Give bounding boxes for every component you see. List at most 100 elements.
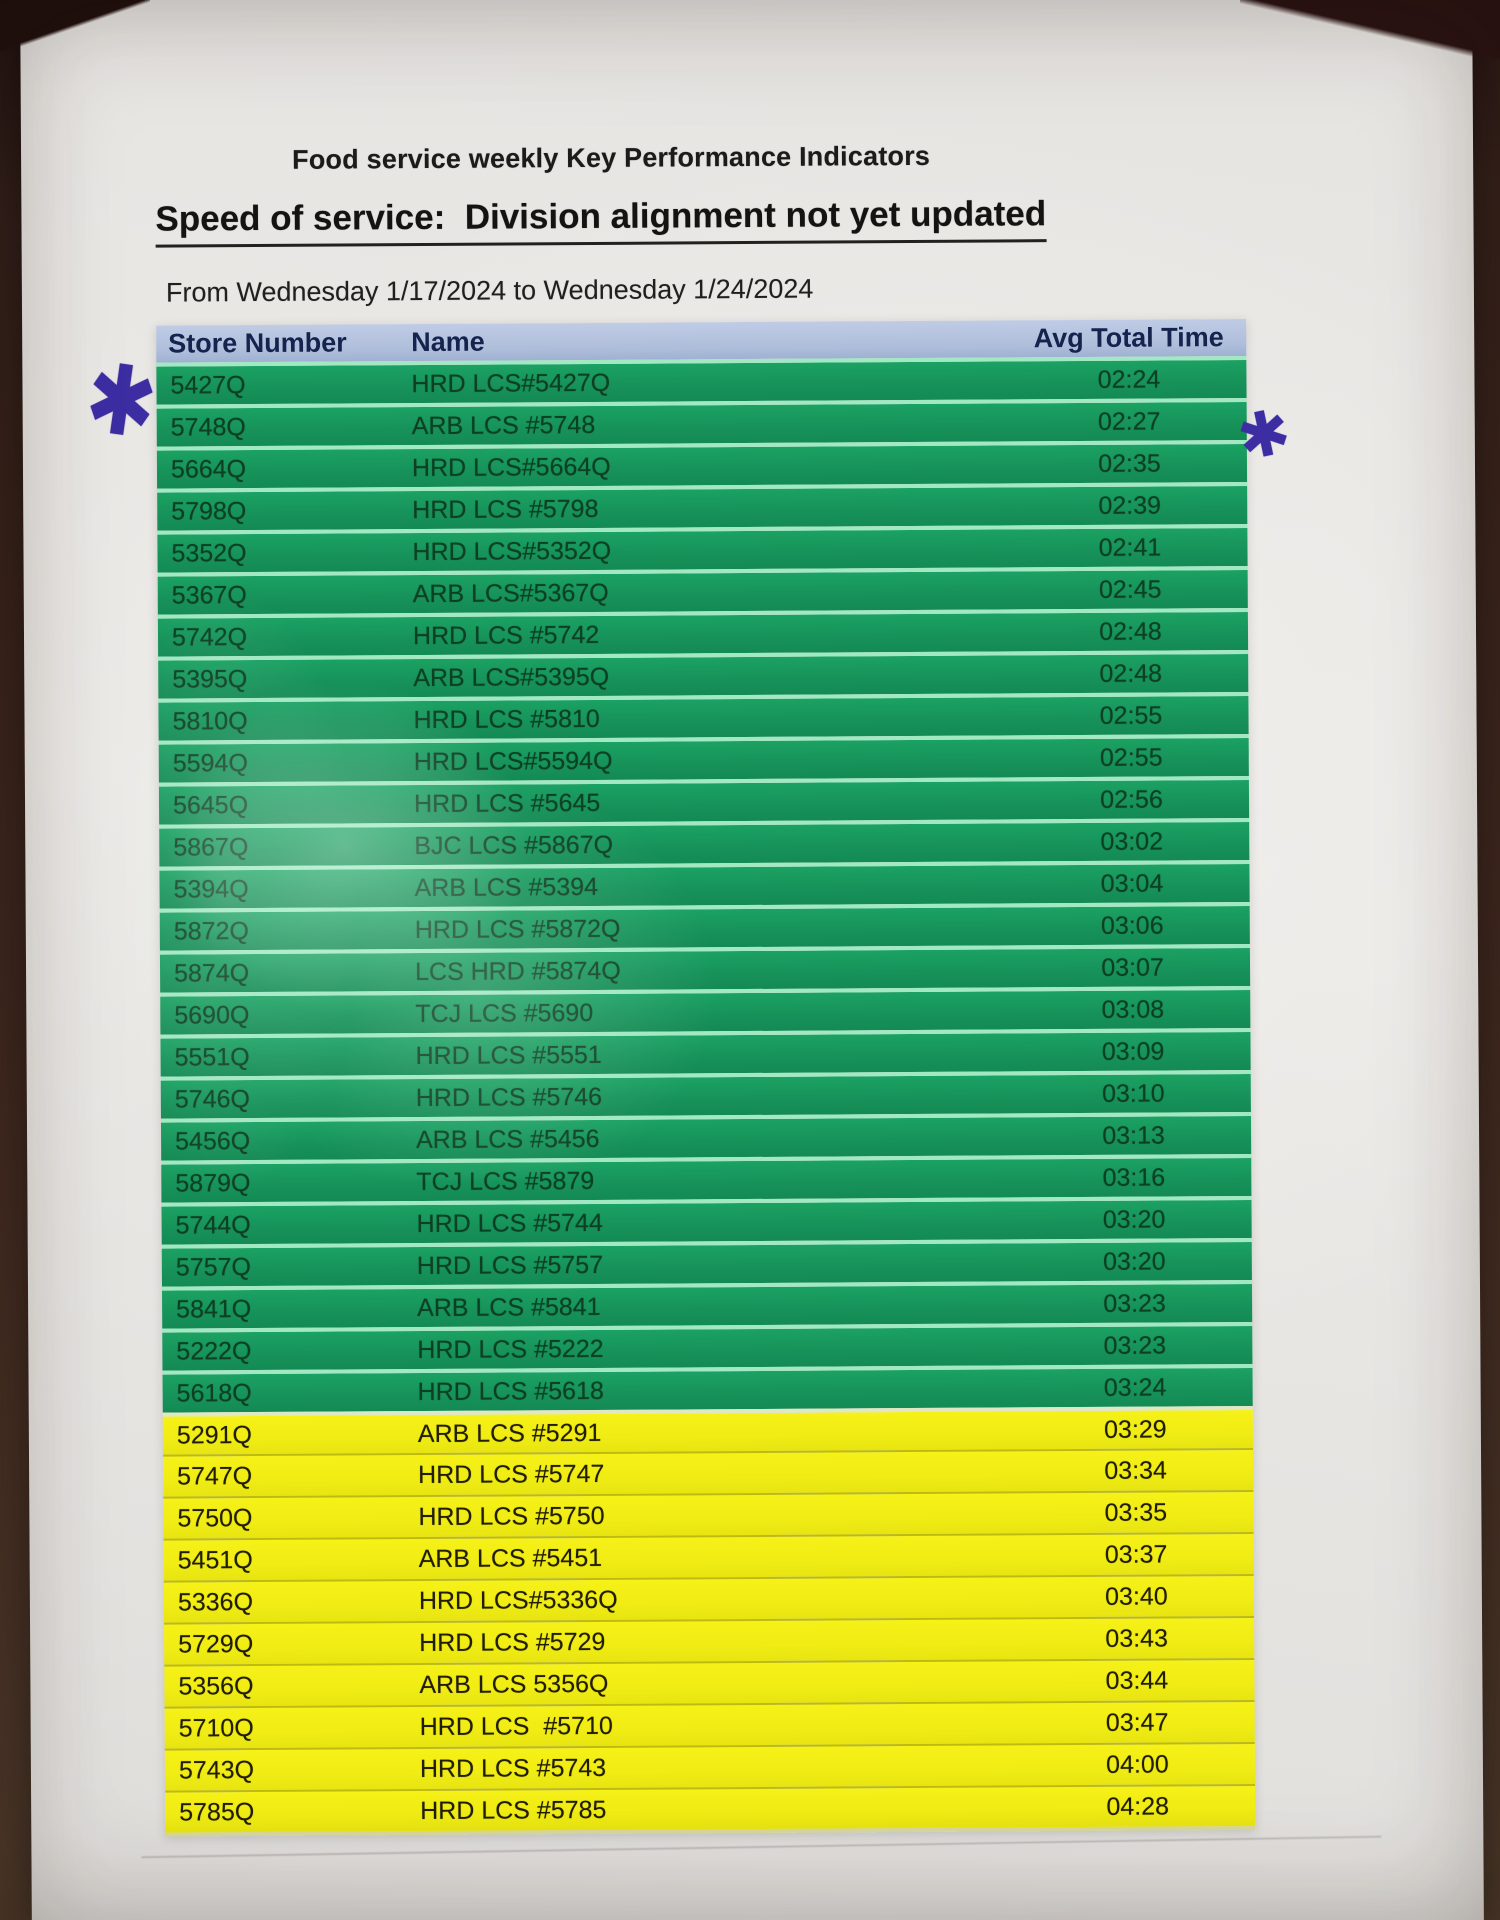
time-cell: 03:08 — [1101, 994, 1165, 1024]
store-number-cell: 5618Q — [176, 1378, 252, 1408]
table-row: 5874Q LCS HRD #5874Q 03:07 — [159, 943, 1251, 993]
time-cell: 03:09 — [1101, 1036, 1165, 1066]
store-number-cell: 5872Q — [173, 916, 249, 946]
store-number-cell: 5750Q — [177, 1503, 253, 1533]
section-heading: Speed of service: Division alignment not… — [155, 194, 1047, 248]
name-cell: LCS HRD #5874Q — [414, 956, 621, 986]
table-row: 5664Q HRD LCS#5664Q 02:35 — [156, 439, 1248, 489]
time-cell: 04:00 — [1106, 1749, 1169, 1779]
store-number-cell: 5456Q — [175, 1126, 251, 1156]
time-cell: 03:10 — [1101, 1078, 1165, 1108]
store-number-cell: 5743Q — [178, 1755, 255, 1785]
table-body: 5427Q HRD LCS#5427Q 02:24 5748Q ARB LCS … — [156, 355, 1256, 1833]
store-number-cell: 5748Q — [170, 412, 246, 442]
table-row: 5645Q HRD LCS #5645 02:56 — [158, 775, 1250, 825]
table-row: 5746Q HRD LCS #5746 03:10 — [160, 1069, 1251, 1119]
table-row: 5222Q HRD LCS #5222 03:23 — [162, 1321, 1253, 1371]
store-number-cell: 5841Q — [176, 1294, 252, 1324]
time-cell: 04:28 — [1106, 1791, 1170, 1821]
table-row: 5690Q TCJ LCS #5690 03:08 — [160, 985, 1251, 1035]
store-number-cell: 5710Q — [178, 1713, 254, 1743]
underlying-sheet-edge — [141, 1835, 1382, 1859]
table-row: 5352Q HRD LCS#5352Q 02:41 — [157, 523, 1248, 573]
name-cell: HRD LCS #5798 — [412, 494, 599, 524]
time-cell: 02:48 — [1099, 616, 1162, 646]
table-row: 5394Q ARB LCS #5394 03:04 — [159, 859, 1250, 909]
name-cell: ARB LCS #5394 — [414, 872, 599, 902]
name-cell: ARB LCS #5456 — [415, 1124, 600, 1154]
store-number-cell: 5757Q — [175, 1252, 252, 1282]
store-number-cell: 5427Q — [170, 370, 246, 400]
column-header-name: Name — [411, 326, 485, 358]
table-row: 5729Q HRD LCS #5729 03:43 — [164, 1615, 1255, 1665]
time-cell: 03:04 — [1100, 868, 1164, 898]
name-cell: HRD LCS #5222 — [417, 1334, 604, 1364]
name-cell: TCJ LCS #5690 — [415, 998, 594, 1028]
time-cell: 03:29 — [1104, 1414, 1167, 1444]
time-cell: 03:20 — [1102, 1204, 1166, 1234]
time-cell: 02:55 — [1099, 700, 1163, 730]
name-cell: ARB LCS #5291 — [417, 1418, 602, 1448]
store-number-cell: 5367Q — [171, 580, 247, 610]
name-cell: HRD LCS#5352Q — [412, 536, 612, 566]
table-row: 5750Q HRD LCS #5750 03:35 — [163, 1489, 1254, 1539]
name-cell: ARB LCS 5356Q — [419, 1669, 609, 1699]
time-cell: 03:47 — [1105, 1707, 1169, 1737]
table-row: 5867Q BJC LCS #5867Q 03:02 — [159, 817, 1250, 867]
table-row: 5291Q ARB LCS #5291 03:29 — [162, 1405, 1253, 1455]
time-cell: 03:02 — [1100, 826, 1164, 856]
column-header-store-number: Store Number — [168, 327, 347, 359]
table-row: 5798Q HRD LCS #5798 02:39 — [157, 481, 1248, 531]
table-row: 5618Q HRD LCS #5618 03:24 — [162, 1363, 1253, 1413]
report-title: Food service weekly Key Performance Indi… — [292, 140, 931, 175]
table-row: 5810Q HRD LCS #5810 02:55 — [158, 691, 1249, 741]
time-cell: 03:20 — [1102, 1246, 1166, 1276]
store-number-cell: 5664Q — [170, 454, 247, 484]
table-row: 5743Q HRD LCS #5743 04:00 — [164, 1741, 1256, 1791]
time-cell: 02:41 — [1098, 532, 1162, 562]
name-cell: HRD LCS #5743 — [419, 1753, 607, 1783]
name-cell: ARB LCS#5395Q — [413, 662, 610, 692]
time-cell: 03:35 — [1104, 1497, 1168, 1527]
store-number-cell: 5798Q — [171, 496, 247, 526]
store-number-cell: 5742Q — [171, 622, 248, 652]
name-cell: HRD LCS #5810 — [413, 704, 600, 734]
store-number-cell: 5690Q — [174, 1000, 250, 1030]
table-row: 5594Q HRD LCS#5594Q 02:55 — [158, 733, 1249, 783]
table-row: 5451Q ARB LCS #5451 03:37 — [163, 1531, 1254, 1581]
name-cell: HRD LCS #5746 — [415, 1082, 603, 1112]
name-cell: HRD LCS#5664Q — [411, 452, 611, 482]
time-cell: 03:16 — [1102, 1162, 1166, 1192]
time-cell: 03:40 — [1105, 1581, 1168, 1611]
time-cell: 02:56 — [1100, 784, 1163, 814]
table-row: 5367Q ARB LCS#5367Q 02:45 — [157, 565, 1248, 615]
name-cell: ARB LCS #5451 — [418, 1543, 603, 1573]
name-cell: HRD LCS #5645 — [413, 788, 601, 818]
time-cell: 02:48 — [1099, 658, 1163, 688]
table-row: 5710Q HRD LCS #5710 03:47 — [164, 1699, 1255, 1749]
paper-sheet: Food service weekly Key Performance Indi… — [20, 0, 1484, 1920]
name-cell: HRD LCS#5336Q — [418, 1585, 618, 1615]
store-number-cell: 5551Q — [174, 1042, 250, 1072]
time-cell: 02:55 — [1099, 742, 1163, 772]
name-cell: HRD LCS #5729 — [419, 1627, 606, 1657]
store-number-cell: 5394Q — [173, 874, 249, 904]
time-cell: 03:23 — [1103, 1330, 1167, 1360]
name-cell: TCJ LCS #5879 — [416, 1166, 595, 1196]
store-number-cell: 5747Q — [177, 1461, 253, 1491]
store-number-cell: 5746Q — [174, 1084, 250, 1114]
store-number-cell: 5879Q — [175, 1168, 251, 1198]
table-row: 5356Q ARB LCS 5356Q 03:44 — [164, 1657, 1255, 1707]
store-number-cell: 5645Q — [172, 790, 249, 820]
store-number-cell: 5451Q — [177, 1545, 253, 1575]
name-cell: HRD LCS#5427Q — [411, 368, 611, 398]
table-row: 5551Q HRD LCS #5551 03:09 — [160, 1027, 1251, 1077]
store-number-cell: 5356Q — [178, 1671, 254, 1701]
name-cell: HRD LCS #5742 — [412, 620, 600, 650]
name-cell: HRD LCS #5785 — [420, 1795, 607, 1825]
time-cell: 03:43 — [1105, 1623, 1169, 1653]
name-cell: ARB LCS #5841 — [417, 1292, 601, 1322]
time-cell: 03:34 — [1104, 1455, 1167, 1485]
store-number-cell: 5785Q — [179, 1797, 255, 1827]
